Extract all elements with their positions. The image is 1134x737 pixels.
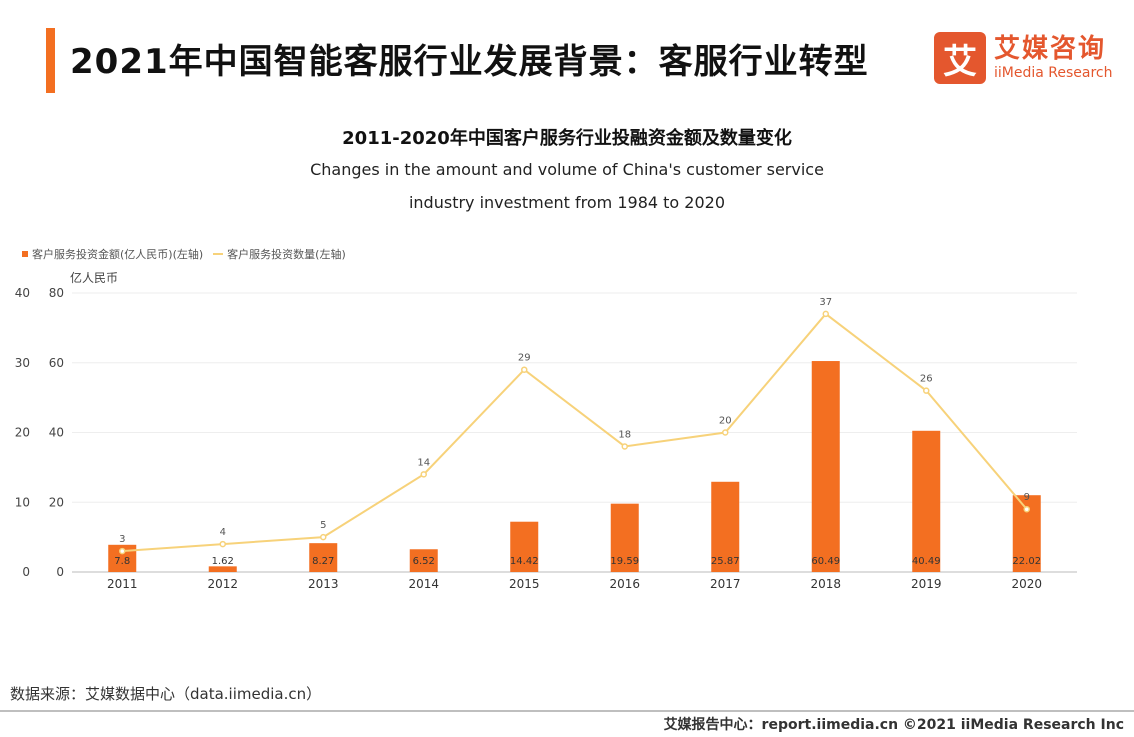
- y-tick-label-outer: 40: [15, 286, 30, 300]
- line-point: [621, 443, 628, 450]
- logo-name-cn: 艾媒咨询: [994, 34, 1107, 64]
- bar-data-label: 60.49: [811, 556, 840, 567]
- bar: [409, 549, 438, 572]
- y-tick-label-outer: 30: [15, 356, 30, 370]
- x-tick-label: 2017: [710, 577, 741, 591]
- bar: [811, 361, 840, 572]
- line-data-label: 20: [719, 416, 732, 427]
- bar-data-label: 22.02: [1012, 556, 1041, 567]
- y-tick-label-inner: 80: [49, 286, 64, 300]
- bar-data-label: 14.42: [510, 556, 539, 567]
- x-tick-label: 2018: [810, 577, 841, 591]
- bar-data-label: 6.52: [413, 556, 435, 567]
- page-title: 2021年中国智能客服行业发展背景：客服行业转型: [70, 42, 869, 82]
- line-series: [122, 312, 1028, 553]
- chart-subtitle-line-1: Changes in the amount and volume of Chin…: [310, 160, 824, 179]
- line-data-label: 29: [518, 353, 531, 364]
- line-data-label: 26: [920, 374, 933, 385]
- line-point: [420, 471, 427, 478]
- bar: [208, 566, 237, 572]
- x-tick-label: 2012: [207, 577, 238, 591]
- title-accent-bar: [46, 28, 55, 93]
- x-tick-label: 2013: [308, 577, 339, 591]
- line-data-label: 18: [618, 429, 631, 440]
- legend-item-count: 客户服务投资数量(左轴): [227, 248, 346, 261]
- legend-bar-swatch: [22, 251, 28, 257]
- y-tick-label-inner: 60: [49, 356, 64, 370]
- line-point: [722, 429, 729, 436]
- footer-divider: [0, 710, 1134, 712]
- chart-legend: 客户服务投资金额(亿人民币)(左轴) 客户服务投资数量(左轴): [22, 246, 346, 262]
- line-data-label: 37: [819, 297, 832, 308]
- y-axis-unit-label: 亿人民币: [70, 271, 119, 285]
- x-tick-label: 2015: [509, 577, 540, 591]
- combo-chart: 40 80 30 60 20 40 10 20 0 0 7.8 1.62 8.27 6.52 14.42 19…: [15, 286, 1077, 591]
- line-point: [1023, 505, 1030, 513]
- bar: [309, 543, 338, 572]
- y-tick-label-inner: 20: [49, 495, 64, 509]
- y-tick-label-outer: 20: [15, 426, 30, 440]
- line-point: [219, 540, 226, 548]
- line-point: [923, 387, 930, 394]
- line-data-label: 5: [320, 520, 326, 531]
- line-point: [119, 547, 126, 555]
- chart-title: 2011-2020年中国客户服务行业投融资金额及数量变化: [342, 128, 792, 149]
- brand-logo: 艾 艾媒咨询 iiMedia Research: [934, 32, 1113, 84]
- x-tick-label: 2016: [609, 577, 640, 591]
- line-data-label: 9: [1024, 492, 1030, 503]
- bar-data-label: 1.62: [212, 556, 234, 567]
- bar-data-label: 8.27: [312, 556, 334, 567]
- logo-icon: 艾: [934, 32, 986, 84]
- x-tick-label: 2020: [1011, 577, 1042, 591]
- x-tick-label: 2014: [408, 577, 439, 591]
- line-data-label: 14: [417, 457, 430, 468]
- y-tick-label-inner: 0: [56, 565, 64, 579]
- bar: [711, 481, 740, 572]
- y-tick-label-inner: 40: [49, 426, 64, 440]
- line-data-label: 4: [220, 527, 226, 538]
- bar-data-label: 19.59: [610, 556, 639, 567]
- x-tick-label: 2019: [911, 577, 942, 591]
- bar-data-label: 7.8: [114, 556, 130, 567]
- y-tick-label-outer: 0: [22, 565, 30, 579]
- logo-name-en: iiMedia Research: [994, 65, 1113, 81]
- logo-text: 艾媒咨询 iiMedia Research: [994, 36, 1113, 80]
- line-point: [320, 533, 327, 541]
- line-data-label: 3: [119, 534, 125, 545]
- bar: [510, 521, 539, 572]
- legend-item-amount: 客户服务投资金额(亿人民币)(左轴): [32, 248, 204, 261]
- bar: [912, 430, 941, 572]
- y-tick-label-outer: 10: [15, 495, 30, 509]
- bar: [610, 503, 639, 572]
- bar-data-label: 40.49: [912, 556, 941, 567]
- chart-subtitle-line-2: industry investment from 1984 to 2020: [408, 193, 726, 212]
- legend-line-swatch: [213, 253, 224, 255]
- line-point: [822, 310, 829, 318]
- x-tick-label: 2011: [107, 577, 138, 591]
- data-source: 数据来源：艾媒数据中心（data.iimedia.cn）: [10, 685, 322, 703]
- footer-copyright: 艾媒报告中心：report.iimedia.cn ©2021 iiMedia R…: [663, 717, 1124, 733]
- line-point: [521, 366, 528, 373]
- bar-data-label: 25.87: [711, 556, 740, 567]
